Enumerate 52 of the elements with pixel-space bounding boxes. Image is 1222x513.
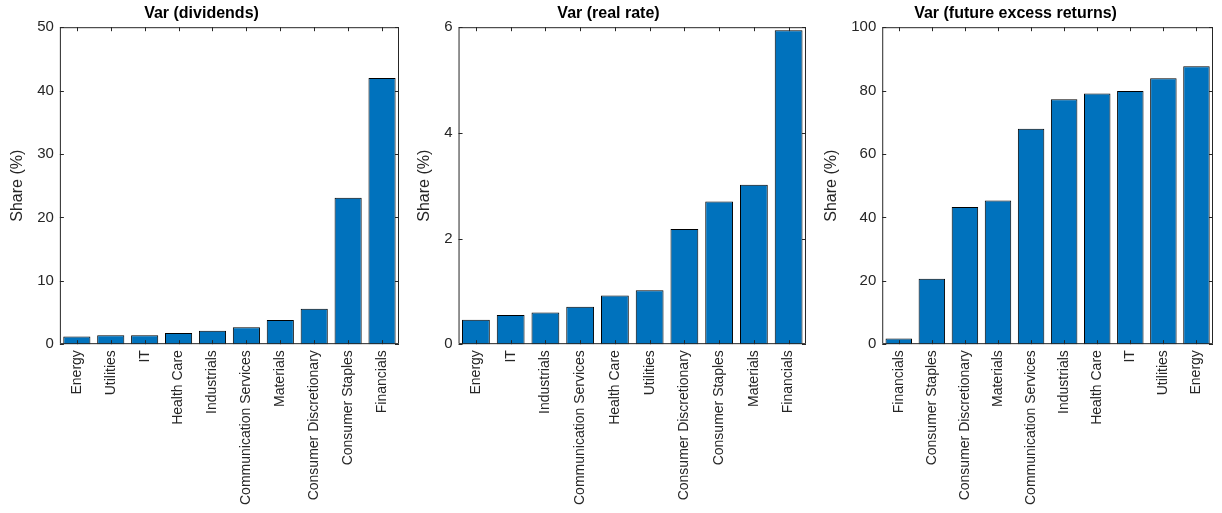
- chart-title: Var (future excess returns): [914, 4, 1117, 22]
- y-tick-label: 0: [45, 334, 54, 352]
- y-tick-label: 40: [37, 80, 54, 98]
- x-tick-label: Financials: [889, 350, 906, 414]
- x-tick-label: Energy: [67, 350, 84, 395]
- y-tick-label: 100: [851, 17, 877, 35]
- chart-title: Var (real rate): [557, 4, 660, 22]
- y-tick-label: 60: [859, 144, 877, 162]
- y-tick-label: 2: [444, 228, 453, 246]
- x-tick-label: Communication Services: [571, 350, 588, 506]
- x-tick-label: Materials: [988, 350, 1005, 407]
- x-tick-label: Utilities: [101, 350, 118, 396]
- x-tick-label: Energy: [466, 350, 483, 395]
- y-tick-label: 30: [37, 144, 54, 162]
- x-tick-label: Utilities: [640, 350, 657, 396]
- x-tick-label: IT: [135, 349, 152, 363]
- x-tick-label: Consumer Staples: [709, 350, 726, 466]
- x-tick-label: Communication Services: [1021, 350, 1038, 506]
- x-tick-label: Industrials: [203, 350, 220, 414]
- y-tick-label: 4: [444, 123, 453, 140]
- y-axis-title: Share (%): [415, 149, 433, 222]
- x-tick-label: Financials: [372, 350, 389, 414]
- y-tick-label: 80: [859, 80, 877, 98]
- y-tick-label: 20: [37, 207, 54, 225]
- x-tick-label: IT: [1121, 349, 1138, 363]
- y-tick-label: 0: [444, 334, 453, 352]
- x-tick-label: Materials: [744, 350, 761, 407]
- x-tick-label: Health Care: [169, 349, 186, 425]
- x-tick-label: Utilities: [1154, 350, 1171, 396]
- x-tick-label: Health Care: [1088, 349, 1105, 425]
- y-tick-label: 6: [444, 17, 453, 35]
- x-tick-label: Health Care: [605, 349, 622, 425]
- y-tick-label: 10: [37, 270, 54, 288]
- x-tick-label: Energy: [1187, 350, 1204, 395]
- x-tick-label: Consumer Discretionary: [955, 350, 972, 501]
- x-tick-label: Consumer Staples: [922, 350, 939, 466]
- x-tick-label: IT: [501, 349, 518, 363]
- y-tick-label: 50: [37, 17, 54, 35]
- y-tick-label: 20: [859, 270, 877, 288]
- y-axis-title: Share (%): [8, 149, 26, 222]
- chart-title: Var (dividends): [144, 4, 259, 22]
- y-axis-title: Share (%): [822, 149, 840, 222]
- y-tick-label: 40: [859, 207, 877, 225]
- x-tick-label: Consumer Discretionary: [305, 350, 322, 501]
- x-tick-label: Materials: [271, 350, 288, 407]
- x-tick-label: Industrials: [536, 350, 553, 414]
- x-tick-label: Consumer Staples: [338, 350, 355, 466]
- x-tick-label: Industrials: [1055, 350, 1072, 414]
- y-tick-label: 0: [867, 334, 877, 352]
- x-tick-label: Consumer Discretionary: [675, 350, 692, 501]
- x-tick-label: Financials: [779, 350, 796, 414]
- x-tick-label: Communication Services: [237, 350, 254, 506]
